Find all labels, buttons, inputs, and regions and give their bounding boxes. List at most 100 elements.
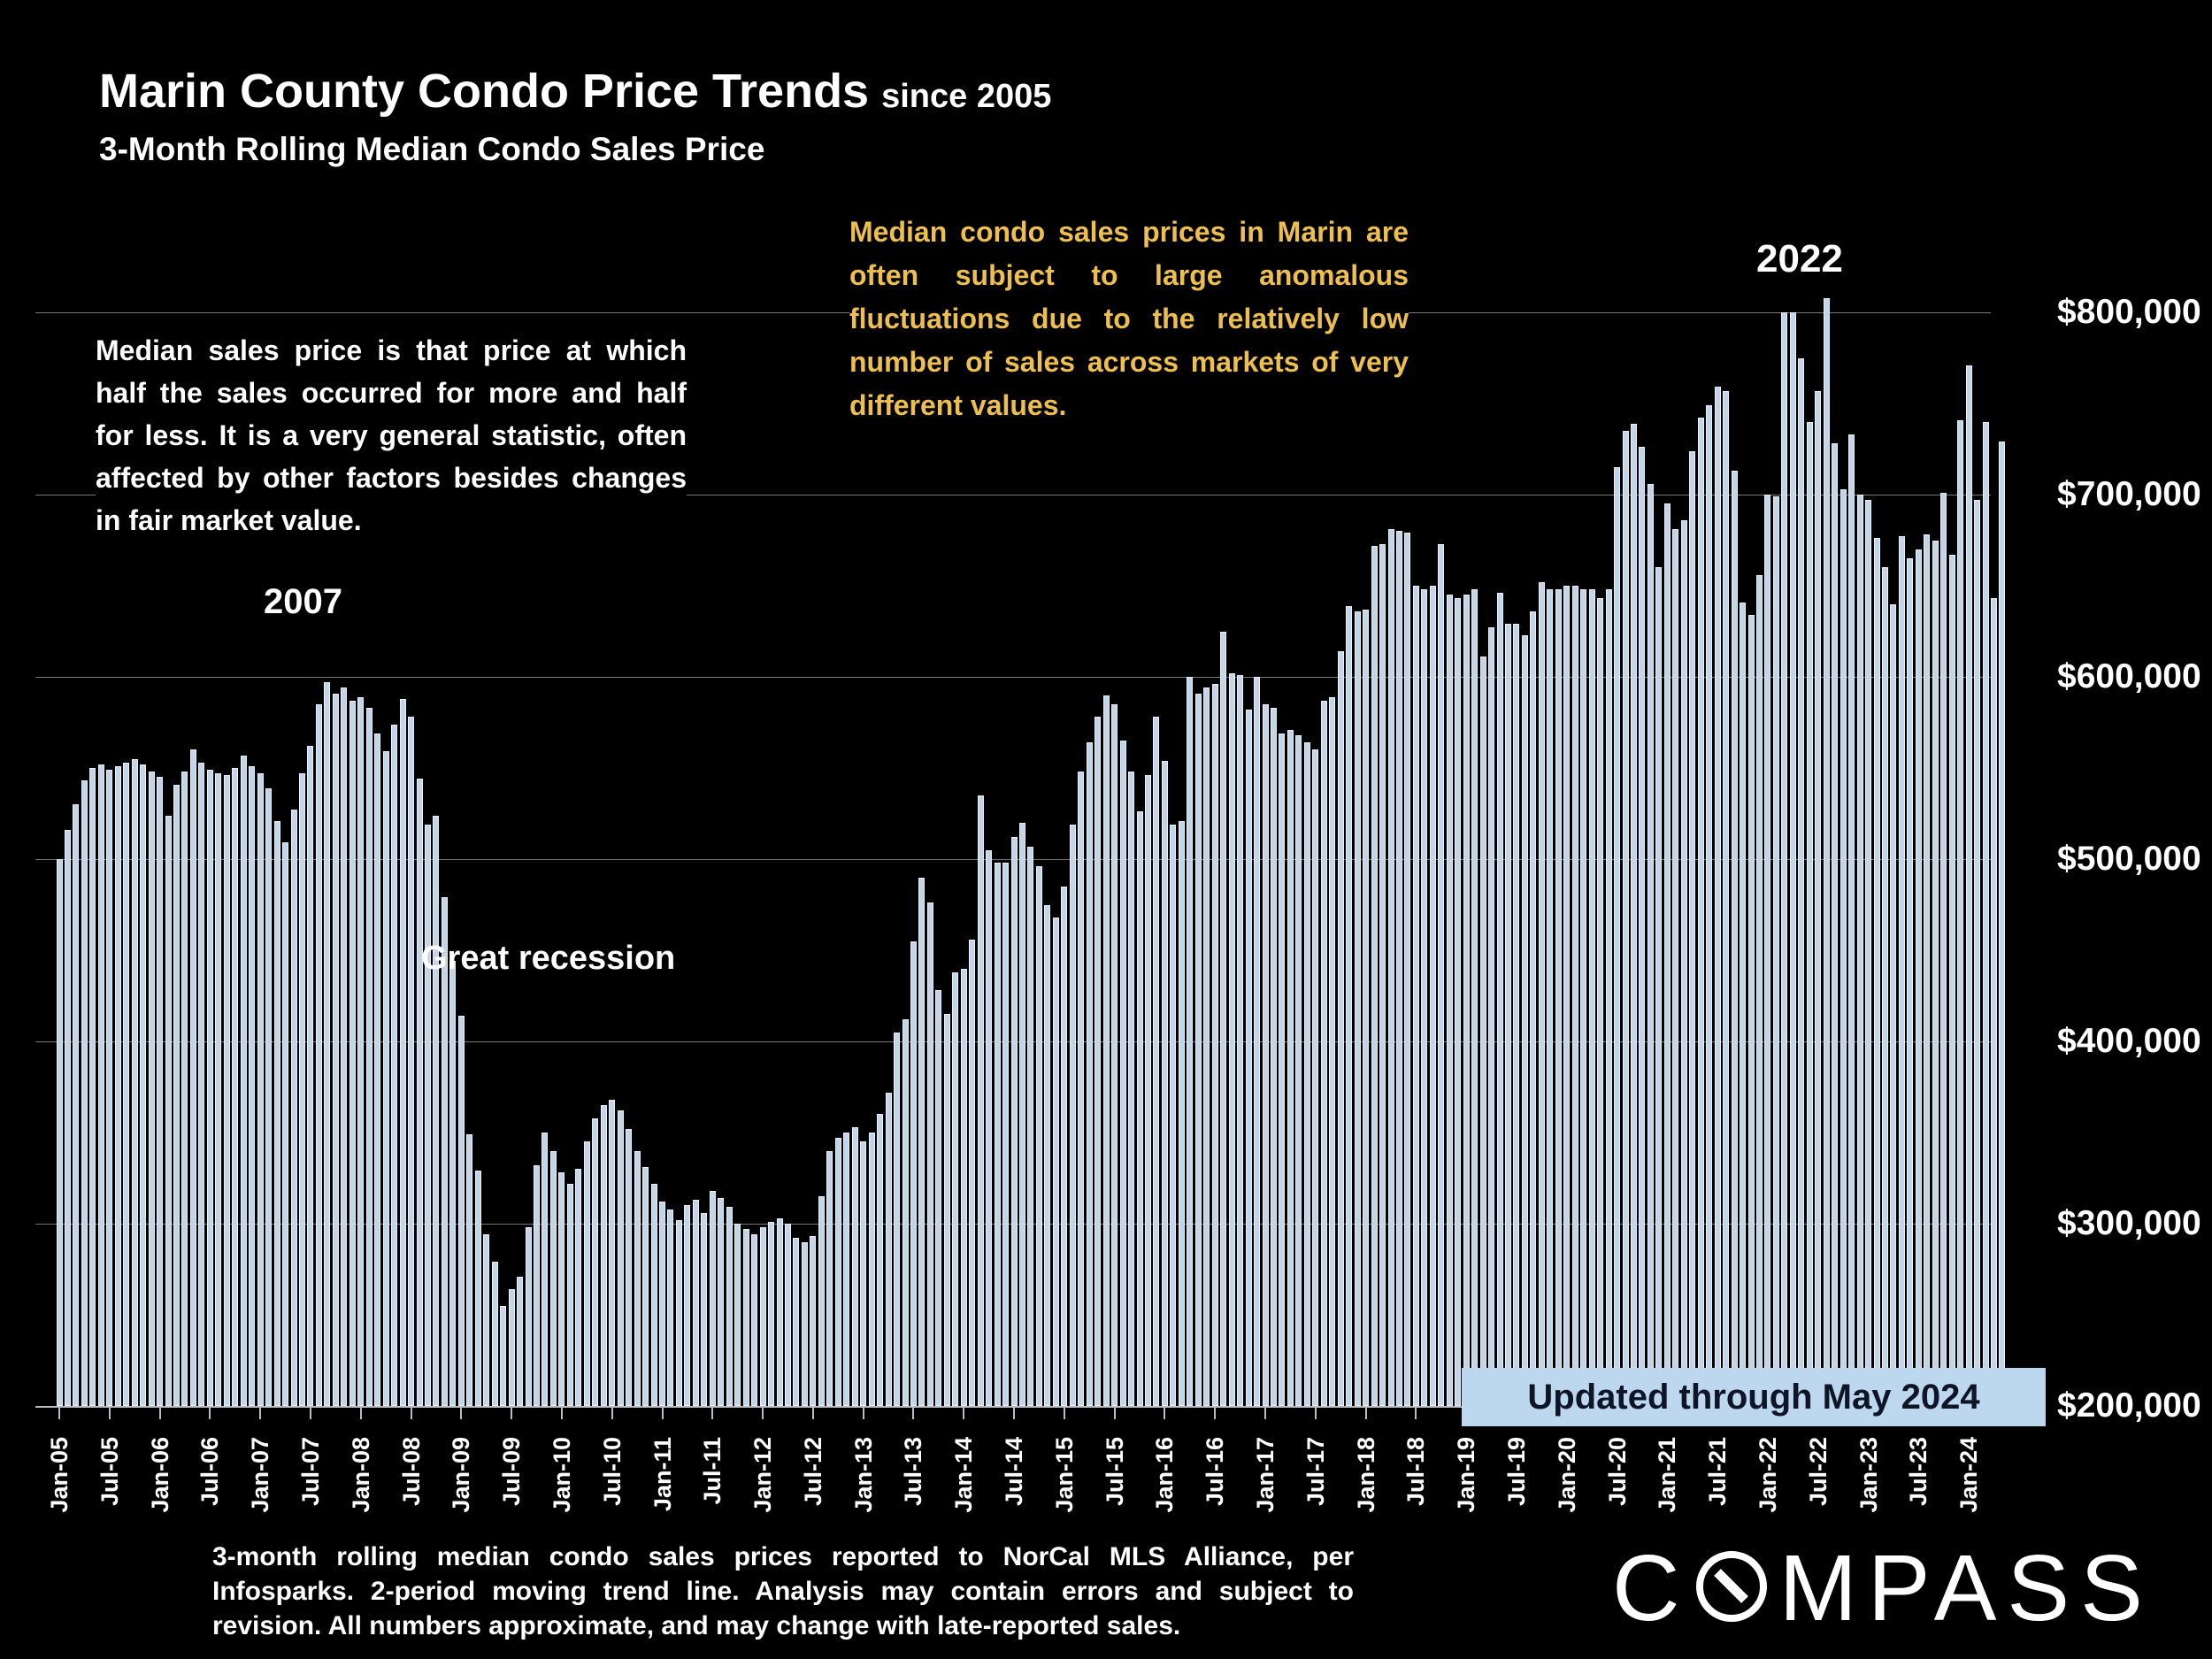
bar bbox=[742, 1229, 749, 1406]
bar bbox=[148, 772, 155, 1406]
bar bbox=[1605, 589, 1612, 1406]
label-great-recession: Great recession bbox=[421, 940, 676, 977]
bar bbox=[1194, 693, 1202, 1406]
x-axis-label: Jul-08 bbox=[397, 1437, 425, 1507]
bar bbox=[986, 849, 993, 1406]
bar bbox=[282, 842, 289, 1406]
x-axis-label: Jan-13 bbox=[849, 1437, 877, 1513]
bar bbox=[173, 784, 180, 1406]
bar bbox=[1881, 567, 1888, 1406]
label-2007: 2007 bbox=[264, 582, 342, 621]
tick-mark bbox=[511, 1408, 513, 1419]
bar bbox=[1078, 772, 1085, 1406]
bar bbox=[826, 1150, 833, 1406]
bar bbox=[181, 772, 188, 1406]
bar bbox=[1563, 586, 1571, 1406]
bar bbox=[324, 682, 331, 1406]
bar bbox=[474, 1171, 481, 1406]
bar bbox=[784, 1224, 791, 1406]
bar bbox=[1337, 651, 1344, 1406]
tick-mark bbox=[460, 1408, 463, 1419]
x-axis-label: Jul-16 bbox=[1202, 1437, 1229, 1507]
bar bbox=[583, 1141, 590, 1406]
x-axis-label: Jul-05 bbox=[96, 1437, 123, 1507]
bar bbox=[1211, 684, 1218, 1406]
bar bbox=[1035, 866, 1042, 1406]
x-axis-label: Jul-11 bbox=[699, 1437, 726, 1505]
tick-mark bbox=[259, 1408, 262, 1419]
bar bbox=[140, 764, 147, 1406]
bar bbox=[114, 765, 121, 1406]
bar bbox=[1798, 357, 1805, 1406]
bar bbox=[1999, 442, 2006, 1406]
bar bbox=[952, 972, 959, 1406]
bar bbox=[734, 1224, 741, 1406]
bar bbox=[1102, 695, 1110, 1406]
bar bbox=[1538, 581, 1545, 1406]
bar bbox=[1455, 598, 1462, 1406]
y-axis-label: $800,000 bbox=[2057, 293, 2201, 331]
bar bbox=[1404, 533, 1411, 1406]
bar bbox=[709, 1190, 716, 1406]
bar bbox=[97, 764, 104, 1406]
bar bbox=[1806, 421, 1813, 1406]
bar bbox=[566, 1183, 573, 1406]
x-axis-label: Jan-17 bbox=[1252, 1437, 1279, 1513]
bar bbox=[357, 696, 365, 1406]
bar bbox=[1429, 586, 1436, 1406]
tick-mark bbox=[762, 1408, 764, 1419]
bar bbox=[1286, 729, 1294, 1406]
bar bbox=[1965, 365, 1972, 1406]
bar bbox=[1421, 589, 1428, 1406]
bar bbox=[298, 773, 305, 1406]
bar bbox=[1823, 297, 1830, 1406]
bar bbox=[408, 717, 415, 1406]
bar bbox=[1488, 627, 1495, 1406]
tick-mark bbox=[1415, 1408, 1417, 1419]
x-axis-label: Jul-06 bbox=[196, 1437, 224, 1507]
bar bbox=[1329, 696, 1336, 1406]
bar bbox=[198, 762, 205, 1406]
x-axis-label: Jul-23 bbox=[1905, 1437, 1932, 1507]
bar bbox=[1639, 447, 1646, 1406]
bar bbox=[81, 780, 88, 1406]
bar bbox=[793, 1238, 800, 1406]
bar bbox=[1044, 904, 1051, 1406]
bar bbox=[1052, 917, 1059, 1406]
tick-mark bbox=[560, 1408, 563, 1419]
bar bbox=[1781, 312, 1788, 1406]
x-axis-label: Jan-05 bbox=[46, 1437, 73, 1513]
bar bbox=[1932, 540, 1939, 1406]
bar bbox=[541, 1133, 549, 1406]
bar bbox=[1061, 886, 1068, 1406]
bar bbox=[759, 1227, 766, 1406]
bar bbox=[877, 1114, 884, 1406]
x-axis-label: Jan-19 bbox=[1453, 1437, 1480, 1513]
bar bbox=[1303, 742, 1310, 1406]
bar bbox=[751, 1234, 758, 1406]
bar bbox=[1865, 500, 1872, 1406]
bar bbox=[1262, 703, 1269, 1406]
x-axis-label: Jul-09 bbox=[498, 1437, 526, 1507]
bar bbox=[1320, 700, 1327, 1406]
bar bbox=[1588, 589, 1595, 1406]
x-axis-label: Jan-08 bbox=[347, 1437, 374, 1513]
x-axis-label: Jan-10 bbox=[548, 1437, 575, 1513]
bar bbox=[1714, 387, 1721, 1406]
x-axis-label: Jul-12 bbox=[799, 1437, 826, 1507]
x-axis-label: Jan-12 bbox=[749, 1437, 777, 1513]
bar bbox=[609, 1099, 616, 1406]
bar bbox=[449, 961, 457, 1406]
bar bbox=[1547, 589, 1554, 1406]
bar bbox=[1387, 529, 1394, 1406]
x-axis-label: Jan-20 bbox=[1553, 1437, 1580, 1513]
bar bbox=[1815, 390, 1822, 1406]
gridline bbox=[35, 677, 1991, 678]
bar bbox=[768, 1221, 775, 1406]
bar bbox=[575, 1169, 582, 1406]
bar bbox=[969, 939, 976, 1406]
bar bbox=[667, 1209, 674, 1406]
bar bbox=[249, 765, 256, 1406]
bar bbox=[1614, 467, 1621, 1406]
